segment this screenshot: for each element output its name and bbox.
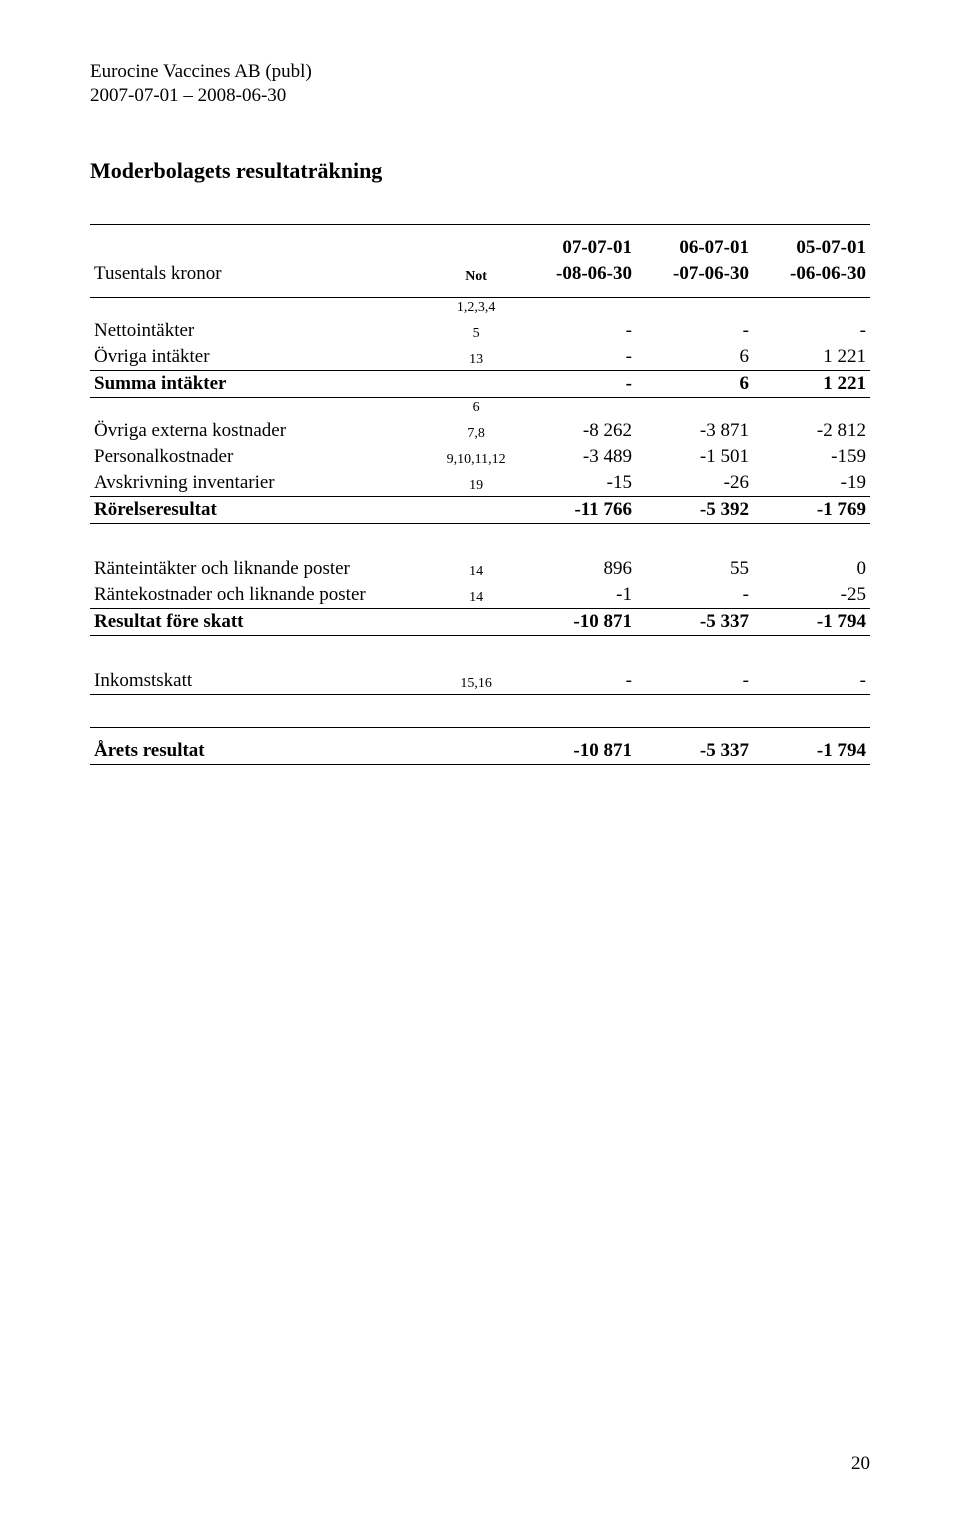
not-header: Not xyxy=(433,261,519,287)
table-row: Övriga intäkter 13 - 6 1 221 xyxy=(90,344,870,371)
col-period-3-bottom: -06-06-30 xyxy=(753,261,870,287)
table-row: Övriga externa kostnader 7,8 -8 262 -3 8… xyxy=(90,418,870,444)
table-row: Nettointäkter 5 - - - xyxy=(90,318,870,344)
reporting-period: 2007-07-01 – 2008-06-30 xyxy=(90,84,870,108)
row-header-label: Tusentals kronor xyxy=(90,261,433,287)
subtotal-row: Rörelseresultat -11 766 -5 392 -1 769 xyxy=(90,496,870,523)
page-number: 20 xyxy=(851,1453,870,1475)
final-result-row: Årets resultat -10 871 -5 337 -1 794 xyxy=(90,738,870,765)
table-row: Avskrivning inventarier 19 -15 -26 -19 xyxy=(90,470,870,497)
section-2-note: 6 xyxy=(433,397,519,418)
subtotal-row: Resultat före skatt -10 871 -5 337 -1 79… xyxy=(90,608,870,635)
table-row: Räntekostnader och liknande poster 14 -1… xyxy=(90,582,870,609)
subtotal-row: Summa intäkter - 6 1 221 xyxy=(90,370,870,397)
col-period-1-bottom: -08-06-30 xyxy=(519,261,636,287)
col-period-3-top: 05-07-01 xyxy=(753,235,870,261)
page-title: Moderbolagets resultaträkning xyxy=(90,158,870,184)
col-period-2-top: 06-07-01 xyxy=(636,235,753,261)
table-row: Personalkostnader 9,10,11,12 -3 489 -1 5… xyxy=(90,444,870,470)
section-1-note: 1,2,3,4 xyxy=(433,297,519,318)
company-name: Eurocine Vaccines AB (publ) xyxy=(90,60,870,84)
col-period-2-bottom: -07-06-30 xyxy=(636,261,753,287)
table-row: Ränteintäkter och liknande poster 14 896… xyxy=(90,556,870,582)
col-period-1-top: 07-07-01 xyxy=(519,235,636,261)
income-statement-table: 07-07-01 06-07-01 05-07-01 Tusentals kro… xyxy=(90,224,870,765)
table-row: Inkomstskatt 15,16 - - - xyxy=(90,668,870,695)
